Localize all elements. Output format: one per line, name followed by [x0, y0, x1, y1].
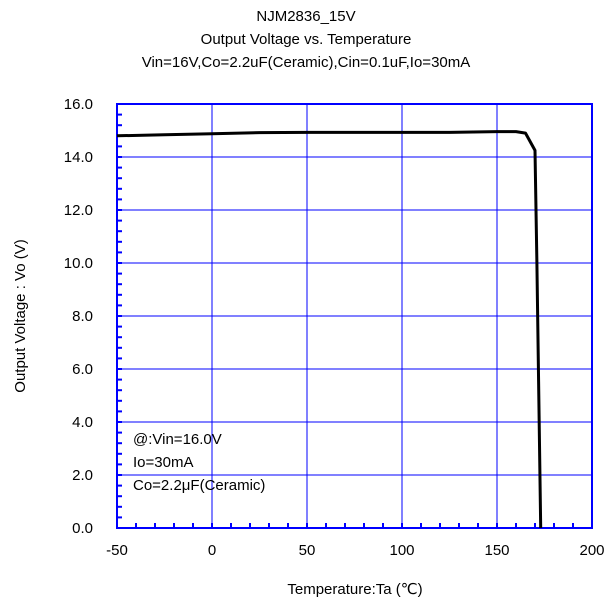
x-tick-label: 50 — [299, 542, 316, 559]
chart-subtitle: Output Voltage vs. Temperature — [201, 31, 412, 48]
x-axis-label: Temperature:Ta (℃) — [287, 581, 422, 598]
y-tick-label: 8.0 — [72, 308, 93, 325]
y-tick-label: 6.0 — [72, 361, 93, 378]
y-tick-label: 14.0 — [64, 149, 93, 166]
y-tick-label: 0.0 — [72, 520, 93, 537]
grid-lines — [117, 104, 592, 528]
x-tick-label: 200 — [579, 542, 604, 559]
annotation-line-1: @:Vin=16.0V — [133, 431, 222, 448]
series-layer — [116, 130, 543, 529]
y-tick-label: 2.0 — [72, 467, 93, 484]
annotation-line-3: Co=2.2μF(Ceramic) — [133, 477, 265, 494]
x-tick-label: 0 — [208, 542, 216, 559]
series-line — [116, 130, 543, 529]
chart-conditions: Vin=16V,Co=2.2uF(Ceramic),Cin=0.1uF,Io=3… — [142, 54, 471, 71]
y-axis-label: Output Voltage : Vo (V) — [12, 239, 29, 392]
y-tick-label: 12.0 — [64, 202, 93, 219]
y-tick-labels: 0.0 2.0 4.0 6.0 8.0 10.0 12.0 14.0 16.0 — [64, 96, 93, 537]
x-tick-labels: -50 0 50 100 150 200 — [106, 542, 604, 559]
x-tick-label: 150 — [484, 542, 509, 559]
x-tick-label: -50 — [106, 542, 128, 559]
y-tick-label: 10.0 — [64, 255, 93, 272]
y-tick-label: 16.0 — [64, 96, 93, 113]
chart-title: NJM2836_15V — [256, 8, 355, 25]
y-tick-label: 4.0 — [72, 414, 93, 431]
annotation-line-2: Io=30mA — [133, 454, 193, 471]
x-tick-label: 100 — [389, 542, 414, 559]
plot-area-frame — [116, 103, 593, 529]
